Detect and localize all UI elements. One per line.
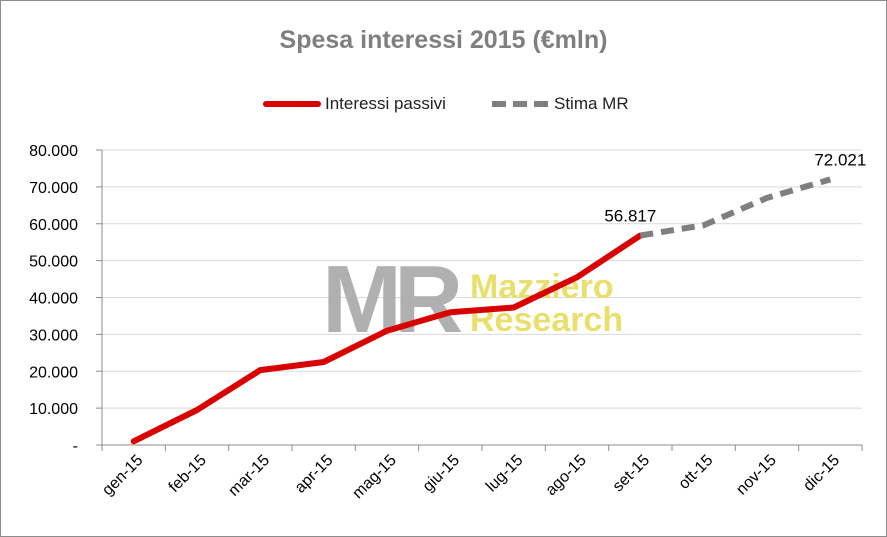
x-tick-label-dic-15: dic-15 [800,452,843,495]
x-tick-label-set-15: set-15 [610,452,654,496]
legend: Interessi passivi Stima MR [0,92,887,116]
data-label-set-15: 56.817 [604,206,656,225]
y-tick-label-7: 70.000 [29,180,78,197]
data-labels: 56.817 72.021 [604,150,866,225]
x-tick-label-mag-15: mag-15 [349,452,399,502]
legend-item-interessi-passivi: Interessi passivi [263,92,446,116]
series-line-stima-mr [639,176,832,239]
grid-lines [102,149,862,409]
x-tick-label-nov-15: nov-15 [733,452,780,499]
series-lines [130,176,832,445]
legend-swatch-solid [263,101,321,107]
x-tick-label-ago-15: ago-15 [543,452,590,499]
y-tick-label-5: 50.000 [29,254,78,271]
x-tick-label-mar-15: mar-15 [225,452,273,500]
chart-title: Spesa interessi 2015 (€mln) [279,26,608,54]
watermark-logo: MR Mazziero Research [322,246,623,353]
x-tick-label-lug-15: lug-15 [483,452,527,496]
legend-label-interessi-passivi: Interessi passivi [325,94,446,113]
x-tick-label-ott-15: ott-15 [676,452,717,493]
x-tick-label-giu-15: giu-15 [420,452,464,496]
watermark-line1: Mazziero [470,268,614,306]
y-axis-labels: - 10.000 20.000 30.000 40.000 50.000 60.000 70.… [29,143,78,455]
legend-item-stima-mr: Stima MR [492,92,629,116]
x-tick-label-feb-15: feb-15 [166,452,210,496]
data-label-dic-15: 72.021 [814,150,866,169]
y-tick-label-6: 60.000 [29,217,78,234]
x-tick-label-apr-15: apr-15 [292,452,337,497]
y-tick-label-0: - [73,438,78,455]
y-tick-label-2: 20.000 [29,364,78,381]
axes [96,149,863,451]
y-tick-label-1: 10.000 [29,401,78,418]
x-axis-labels: gen-15 feb-15 mar-15 apr-15 mag-15 giu-15 lug-… [99,452,843,502]
y-tick-label-4: 40.000 [29,291,78,308]
legend-swatch-dashed [492,101,550,107]
legend-label-stima-mr: Stima MR [554,94,629,113]
y-tick-label-3: 30.000 [29,327,78,344]
watermark-mr: MR [322,246,462,353]
y-tick-label-8: 80.000 [29,143,78,160]
x-tick-label-gen-15: gen-15 [99,452,146,499]
series-line-interessi-passivi [130,232,644,445]
